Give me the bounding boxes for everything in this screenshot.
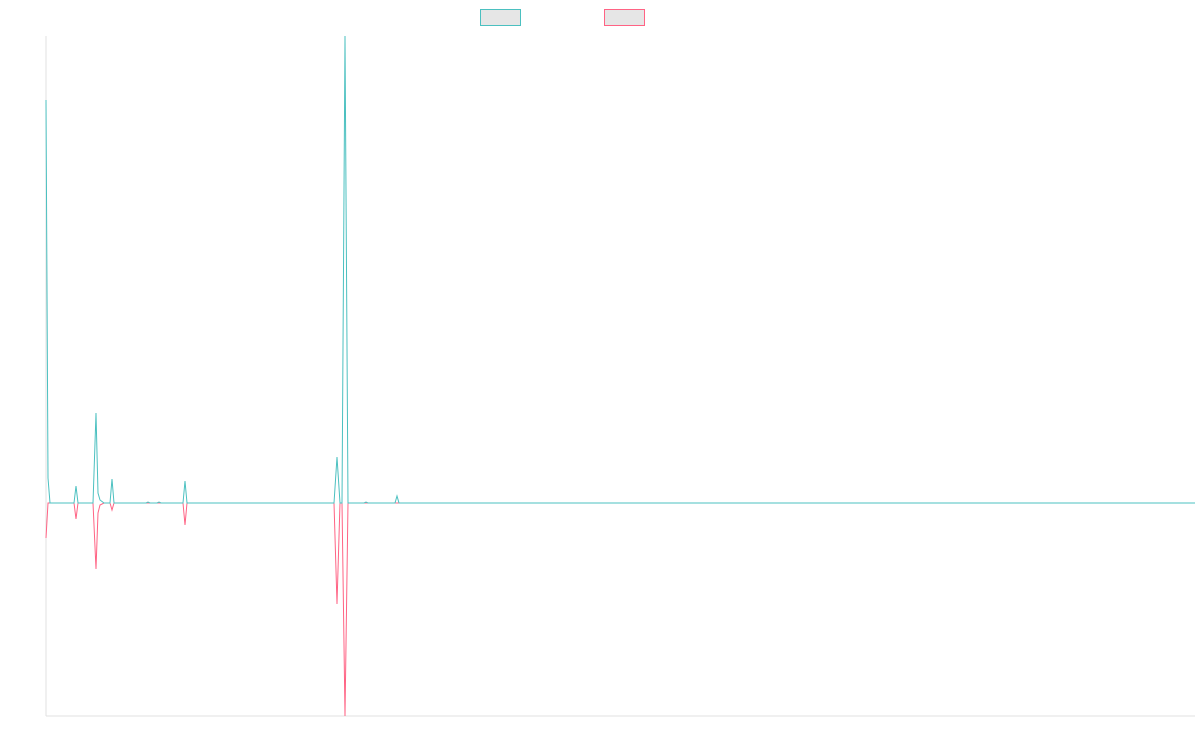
legend (480, 9, 645, 26)
legend-swatch[interactable] (604, 9, 645, 26)
legend-swatch[interactable] (480, 9, 521, 26)
series-line (45, 35, 1195, 504)
plot-area (45, 35, 1195, 717)
series-line (45, 502, 1195, 717)
